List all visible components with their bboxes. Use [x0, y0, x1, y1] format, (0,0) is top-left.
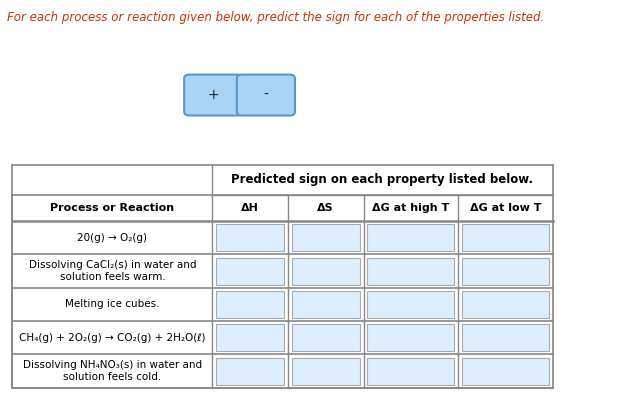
Text: Dissolving CaCl₂(s) in water and
solution feels warm.: Dissolving CaCl₂(s) in water and solutio… — [28, 260, 196, 282]
Bar — [216, 291, 284, 318]
Bar — [292, 257, 360, 285]
FancyBboxPatch shape — [184, 75, 242, 116]
Bar — [216, 224, 284, 251]
Bar — [292, 224, 360, 251]
Text: ΔH: ΔH — [241, 203, 259, 213]
Bar — [462, 224, 548, 251]
Text: +: + — [207, 88, 219, 102]
Text: ΔS: ΔS — [318, 203, 334, 213]
Text: For each process or reaction given below, predict the sign for each of the prope: For each process or reaction given below… — [7, 11, 544, 24]
Bar — [292, 324, 360, 351]
Text: Dissolving NH₄NO₃(s) in water and
solution feels cold.: Dissolving NH₄NO₃(s) in water and soluti… — [23, 360, 202, 382]
Bar — [368, 358, 454, 385]
Bar — [12, 165, 553, 388]
Bar — [216, 358, 284, 385]
Text: CH₄(g) + 2O₂(g) → CO₂(g) + 2H₂O(ℓ): CH₄(g) + 2O₂(g) → CO₂(g) + 2H₂O(ℓ) — [19, 333, 206, 343]
Text: ΔG at low T: ΔG at low T — [470, 203, 541, 213]
Bar — [216, 324, 284, 351]
Bar — [462, 291, 548, 318]
Bar — [368, 291, 454, 318]
Text: Predicted sign on each property listed below.: Predicted sign on each property listed b… — [232, 173, 534, 186]
Bar — [292, 291, 360, 318]
Bar — [368, 324, 454, 351]
Text: Process or Reaction: Process or Reaction — [50, 203, 175, 213]
Bar — [462, 257, 548, 285]
Bar — [462, 358, 548, 385]
Text: -: - — [264, 88, 268, 102]
Bar — [368, 257, 454, 285]
Bar — [216, 257, 284, 285]
FancyBboxPatch shape — [237, 75, 295, 116]
Text: 20(g) → O₂(g): 20(g) → O₂(g) — [77, 233, 147, 243]
Text: ΔG at high T: ΔG at high T — [372, 203, 449, 213]
Bar — [292, 358, 360, 385]
Bar — [368, 224, 454, 251]
Text: Melting ice cubes.: Melting ice cubes. — [65, 299, 160, 309]
Bar — [462, 324, 548, 351]
